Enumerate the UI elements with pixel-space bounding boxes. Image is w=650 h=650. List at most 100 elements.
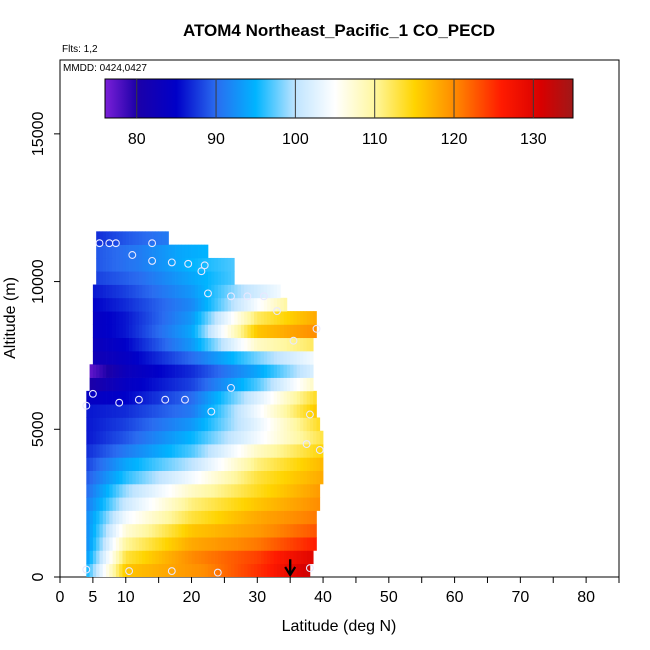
heatmap-cell — [286, 337, 291, 352]
heatmap-cell — [247, 523, 252, 538]
heatmap-cell — [260, 523, 265, 538]
heatmap-cell — [132, 563, 136, 577]
heatmap-cell — [135, 311, 140, 325]
heatmap-cell — [168, 430, 173, 445]
observation-point — [184, 259, 193, 268]
heatmap-cell — [260, 324, 265, 339]
heatmap-cell — [230, 430, 235, 445]
heatmap-cell — [270, 284, 275, 299]
heatmap-cell — [277, 324, 281, 339]
heatmap-cell — [142, 430, 146, 445]
heatmap-cell — [184, 284, 189, 299]
heatmap-cell — [207, 404, 212, 418]
heatmap-cell — [194, 497, 199, 511]
heatmap-cell — [237, 417, 242, 432]
heatmap-cell — [168, 377, 173, 392]
heatmap-cell — [260, 444, 265, 458]
heatmap-cell — [106, 390, 110, 405]
heatmap-cell — [273, 537, 278, 551]
heatmap-cell — [303, 324, 307, 339]
heatmap-cell — [178, 364, 183, 378]
chart-title: ATOM4 Northeast_Pacific_1 CO_PECD — [183, 21, 495, 40]
heatmap-cell — [96, 324, 100, 339]
heatmap-cell — [138, 257, 143, 272]
heatmap-cell — [247, 337, 252, 352]
heatmap-cell — [230, 337, 235, 352]
heatmap-cell — [99, 404, 104, 418]
heatmap-cell — [152, 257, 156, 272]
heatmap-cell — [165, 257, 169, 272]
heatmap-cell — [204, 457, 209, 471]
heatmap-cell — [273, 510, 278, 525]
x-axis: 0 5 10 20 30 40 50 60 70 80 — [56, 577, 620, 606]
heatmap-cell — [191, 457, 196, 471]
heatmap-cell — [96, 550, 100, 565]
heatmap-cell — [250, 284, 255, 299]
heatmap-cell — [152, 550, 156, 565]
heatmap-cell — [306, 430, 311, 445]
heatmap-cell — [175, 284, 179, 299]
heatmap-cell — [181, 404, 186, 418]
heatmap-cell — [309, 470, 314, 485]
heatmap-cell — [92, 417, 97, 432]
heatmap-cell — [234, 324, 238, 339]
heatmap-cell — [122, 311, 127, 325]
heatmap-cell — [296, 351, 301, 365]
heatmap-cell — [217, 271, 222, 285]
heatmap-cell — [207, 297, 212, 312]
heatmap-cell — [283, 550, 288, 565]
heatmap-cell — [115, 284, 120, 299]
heatmap-cell — [293, 550, 298, 565]
heatmap-cell — [119, 297, 123, 312]
heatmap-cell — [115, 257, 120, 272]
heatmap-cell — [260, 417, 265, 432]
heatmap-cell — [230, 497, 235, 511]
heatmap-cell — [92, 550, 97, 565]
heatmap-cell — [194, 337, 199, 352]
heatmap-cell — [309, 550, 314, 565]
heatmap-cell — [99, 444, 104, 458]
heatmap-cell — [106, 324, 110, 339]
heatmap-cell — [267, 324, 271, 339]
colorbar-tick-label: 130 — [520, 131, 547, 148]
observation-point — [213, 568, 222, 577]
heatmap-cell — [135, 483, 140, 498]
heatmap-cell — [254, 284, 258, 299]
heatmap-cell — [122, 417, 127, 432]
heatmap-cell — [168, 244, 173, 259]
heatmap-cell — [250, 364, 255, 378]
heatmap-cell — [270, 364, 275, 378]
heatmap-cell — [152, 377, 156, 392]
heatmap-cell — [300, 324, 304, 339]
heatmap-cell — [89, 404, 94, 418]
heatmap-cell — [178, 563, 183, 577]
heatmap-cell — [316, 444, 321, 458]
heatmap-cell — [168, 337, 173, 352]
heatmap-cell — [204, 337, 209, 352]
heatmap-cell — [313, 390, 317, 405]
heatmap-cell — [138, 550, 143, 565]
heatmap-cell — [234, 404, 238, 418]
heatmap-cell — [191, 523, 196, 538]
heatmap-cell — [250, 417, 255, 432]
heatmap-cell — [303, 377, 307, 392]
heatmap-cell — [135, 271, 140, 285]
heatmap-cell — [313, 417, 317, 432]
heatmap-cell — [92, 337, 97, 352]
heatmap-cell — [119, 337, 123, 352]
heatmap-cell — [214, 430, 219, 445]
heatmap-cell — [125, 390, 130, 405]
heatmap-cell — [224, 470, 229, 485]
heatmap-cell — [188, 324, 192, 339]
heatmap-cell — [244, 417, 248, 432]
heatmap-cell — [277, 417, 281, 432]
heatmap-cell — [257, 497, 261, 511]
heatmap-cell — [155, 351, 159, 365]
heatmap-cell — [178, 390, 183, 405]
heatmap-cell — [122, 324, 127, 339]
heatmap-cell — [227, 337, 232, 352]
heatmap-cell — [184, 297, 189, 312]
heatmap-cell — [145, 297, 150, 312]
heatmap-cell — [178, 257, 183, 272]
heatmap-cell — [234, 337, 238, 352]
